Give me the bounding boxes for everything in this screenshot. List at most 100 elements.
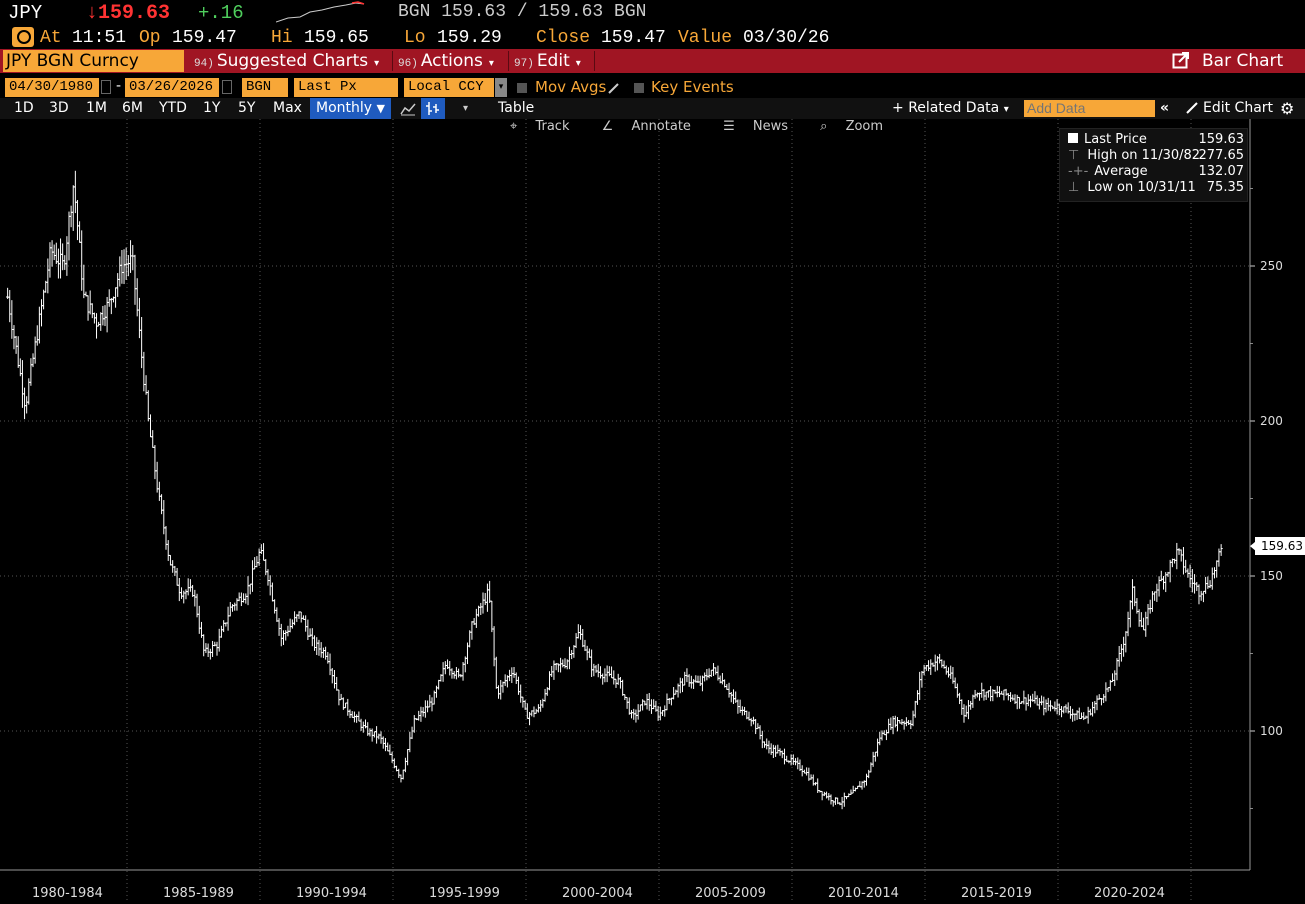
period-3d[interactable]: 3D xyxy=(49,100,69,116)
x-tick-label: 2000-2004 xyxy=(562,886,633,901)
security-field[interactable]: JPY BGN Curncy xyxy=(3,50,184,72)
suggested-charts-menu[interactable]: 94) Suggested Charts ▾ xyxy=(194,49,379,73)
x-tick-label: 1980-1984 xyxy=(32,886,103,901)
period-1d[interactable]: 1D xyxy=(14,100,34,116)
y-tick-label: 200 xyxy=(1260,414,1283,428)
period-ytd[interactable]: YTD xyxy=(159,100,187,116)
chevron-down-icon: ▾ xyxy=(1003,104,1009,115)
at-time: 11:51 xyxy=(72,28,127,48)
y-tick-label: 100 xyxy=(1260,724,1283,738)
x-tick-label: 1985-1989 xyxy=(163,886,234,901)
zoom-label: Zoom xyxy=(845,119,884,134)
legend-last-price-label: Last Price xyxy=(1084,132,1147,147)
ticker: JPY xyxy=(8,2,43,24)
legend-average-value: 132.07 xyxy=(1198,164,1245,179)
chevron-down-icon[interactable]: ▾ xyxy=(495,78,507,97)
frequency-label: Monthly xyxy=(316,100,373,116)
open-label: Op xyxy=(139,28,161,48)
gear-icon[interactable]: ⚙ xyxy=(1280,99,1295,118)
timer-icon[interactable] xyxy=(12,27,34,47)
actions-menu[interactable]: 96) Actions ▾ xyxy=(398,49,494,73)
divider xyxy=(392,51,393,71)
close-value: 159.47 xyxy=(601,28,666,48)
divider xyxy=(594,51,595,71)
collapse-icon[interactable]: « xyxy=(1160,100,1170,116)
news-label: News xyxy=(752,119,788,134)
price-chart[interactable]: 100 150 200 250 xyxy=(0,119,1305,904)
bar-chart-icon[interactable] xyxy=(421,98,445,119)
chevron-down-icon: ▾ xyxy=(374,58,380,69)
related-data-label: Related Data xyxy=(908,100,1000,116)
x-tick-label: 2020-2024 xyxy=(1094,886,1165,901)
bid-ask: BGN 159.63 / 159.63 BGN xyxy=(398,2,647,22)
annotate-label: Annotate xyxy=(631,119,691,134)
x-tick-label: 1995-1999 xyxy=(429,886,500,901)
last-price-arrow xyxy=(1250,541,1256,552)
x-tick-label: 2010-2014 xyxy=(828,886,899,901)
currency-field[interactable]: Local CCY xyxy=(404,78,494,97)
add-data-input[interactable] xyxy=(1024,100,1155,117)
high-marker-icon: ⊤ xyxy=(1068,148,1080,163)
x-tick-label: 2015-2019 xyxy=(961,886,1032,901)
at-label: At xyxy=(40,28,62,48)
plus-icon: + xyxy=(892,100,904,116)
table-button[interactable]: Table xyxy=(498,100,535,116)
chevron-down-icon: ▾ xyxy=(488,58,494,69)
edit-label: Edit xyxy=(536,51,570,71)
source-field[interactable]: BGN xyxy=(242,78,288,97)
pencil-icon[interactable] xyxy=(607,81,621,95)
period-5y[interactable]: 5Y xyxy=(238,100,256,116)
chart-legend: Last Price 159.63 ⊤ High on 11/30/82 277.… xyxy=(1059,128,1248,202)
start-date-field[interactable]: 04/30/1980 xyxy=(5,78,99,97)
calendar-icon[interactable] xyxy=(101,80,111,94)
high-value: 159.65 xyxy=(304,28,369,48)
y-tick-label: 250 xyxy=(1260,259,1283,273)
period-1m[interactable]: 1M xyxy=(86,100,107,116)
suggested-label: Suggested Charts xyxy=(216,51,369,71)
bar-chart-button[interactable]: Bar Chart xyxy=(1172,49,1283,73)
period-bar: 1D 3D 1M 6M YTD 1Y 5Y Max Monthly ▼ ▾ Ta… xyxy=(0,98,1305,119)
last-price: ↓159.63 xyxy=(86,2,171,25)
legend-high-label: High on 11/30/82 xyxy=(1087,148,1201,163)
series-swatch-icon xyxy=(1068,133,1078,143)
track-tool[interactable]: ⌖ Track xyxy=(510,119,584,134)
bar-chart-label: Bar Chart xyxy=(1202,51,1284,71)
average-marker-icon: -+- xyxy=(1068,164,1089,179)
legend-low-value: 75.35 xyxy=(1206,180,1244,195)
period-6m[interactable]: 6M xyxy=(122,100,143,116)
frequency-select[interactable]: Monthly ▼ xyxy=(310,98,391,119)
news-tool[interactable]: ☰ News xyxy=(723,119,802,134)
legend-last-price[interactable]: Last Price 159.63 xyxy=(1068,132,1244,148)
news-icon: ☰ xyxy=(723,119,735,134)
period-max[interactable]: Max xyxy=(273,100,302,116)
settings-row: 04/30/1980 - 03/26/2026 BGN Last Px Loca… xyxy=(0,78,1305,98)
value-label: Value xyxy=(678,28,733,48)
quote-detail-row: At 11:51 Op 159.47 Hi 159.65 Lo 159.29 C… xyxy=(0,26,1305,48)
low-value: 159.29 xyxy=(437,28,502,48)
edit-chart-button[interactable]: Edit Chart xyxy=(1186,98,1273,119)
crosshair-icon: ⌖ xyxy=(510,119,518,134)
edit-menu[interactable]: 97) Edit ▾ xyxy=(514,49,581,73)
key-events-label[interactable]: Key Events xyxy=(651,78,734,96)
legend-average: -+- Average 132.07 xyxy=(1068,164,1244,180)
x-tick-label: 1990-1994 xyxy=(296,886,367,901)
chevron-down-icon: ▾ xyxy=(575,58,581,69)
annotate-icon: ∠ xyxy=(601,119,614,134)
price-field[interactable]: Last Px xyxy=(294,78,398,97)
key-events-checkbox[interactable] xyxy=(634,83,644,93)
calendar-icon[interactable] xyxy=(222,80,232,94)
period-1y[interactable]: 1Y xyxy=(203,100,221,116)
annotate-tool[interactable]: ∠ Annotate xyxy=(602,119,705,134)
chart-tools: ⌖ Track ∠ Annotate ☰ News ⌕ Zoom xyxy=(510,119,911,140)
popout-icon xyxy=(1172,52,1189,69)
quote-row: JPY ↓159.63 +.16 BGN 159.63 / 159.63 BGN xyxy=(0,0,1305,26)
legend-high: ⊤ High on 11/30/82 277.65 xyxy=(1068,148,1244,164)
related-data-button[interactable]: + Related Data ▾ xyxy=(892,98,1009,119)
x-tick-label: 2005-2009 xyxy=(695,886,766,901)
mov-avgs-checkbox[interactable] xyxy=(517,83,527,93)
chevron-down-icon[interactable]: ▾ xyxy=(463,103,469,114)
line-chart-icon[interactable] xyxy=(400,101,416,116)
end-date-field[interactable]: 03/26/2026 xyxy=(125,78,219,97)
zoom-tool[interactable]: ⌕ Zoom xyxy=(820,119,897,134)
mov-avgs-label[interactable]: Mov Avgs xyxy=(535,78,607,96)
